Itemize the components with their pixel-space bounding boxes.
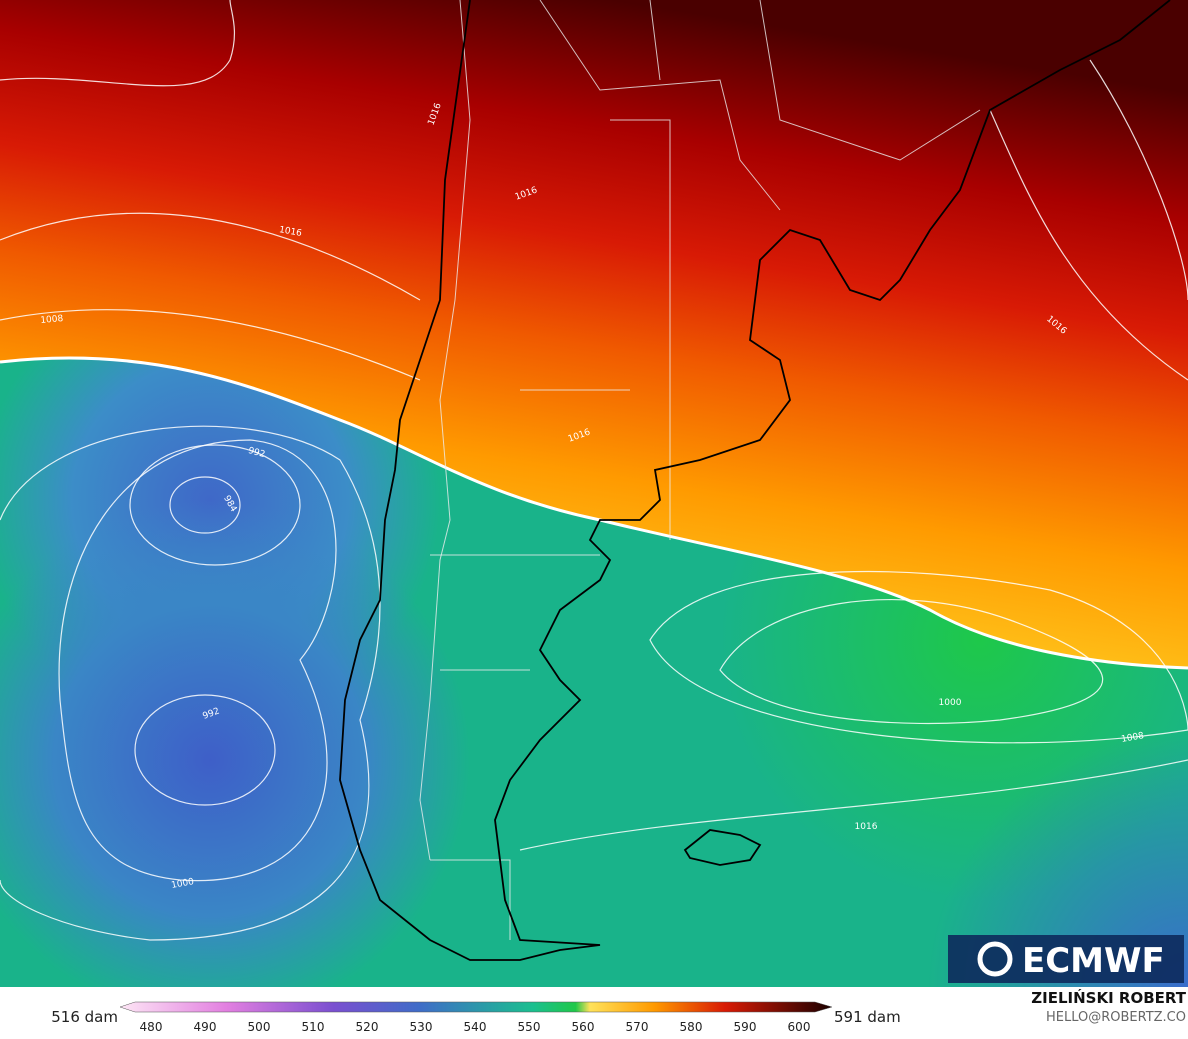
colorbar-tick-label: 550: [518, 1020, 541, 1034]
colorbar-max: 591 dam: [834, 1008, 901, 1026]
credit-author: ZIELIŃSKI ROBERT: [1031, 988, 1186, 1007]
logo-background: [948, 935, 1184, 983]
contour: [1089, 59, 1188, 301]
contour: [134, 694, 276, 806]
colorbar-ticks: 480 490 500 510 520 530 540 550 560 570 580 590 600: [140, 1020, 811, 1034]
contour: [519, 759, 1188, 851]
contour-label: 1008: [40, 314, 64, 326]
colorbar: [119, 1001, 833, 1013]
colorbar-tick-label: 570: [626, 1020, 649, 1034]
contour-label: 992: [247, 446, 266, 460]
colorbar-min: 516 dam: [51, 1008, 118, 1026]
colorbar-tick-label: 520: [356, 1020, 379, 1034]
contour: [0, 309, 421, 381]
contour: [58, 439, 337, 882]
contour: [169, 476, 241, 534]
contour-label: 1000: [171, 877, 196, 891]
colorbar-tick-label: 490: [194, 1020, 217, 1034]
border: [419, 0, 471, 861]
logo-box: ECMWF: [948, 935, 1184, 983]
borders: [419, 0, 981, 940]
colorbar-tick-label: 500: [248, 1020, 271, 1034]
colorbar-tick-label: 530: [410, 1020, 433, 1034]
islands: [683, 829, 762, 866]
colorbar-tick-label: 590: [734, 1020, 757, 1034]
contour: [0, 425, 381, 941]
contour: [989, 109, 1188, 381]
contour-label: 1000: [939, 698, 962, 708]
contour: [0, 0, 235, 87]
contour: [719, 599, 1104, 725]
border: [430, 119, 671, 940]
colorbar-tick-label: 480: [140, 1020, 163, 1034]
colorbar-tick-label: 560: [572, 1020, 595, 1034]
colorbar-tick-label: 510: [302, 1020, 325, 1034]
colorbar-tick-label: 580: [680, 1020, 703, 1034]
credit-contact: HELLO@ROBERTZ.CO: [1046, 1010, 1186, 1025]
colorbar-tick-label: 540: [464, 1020, 487, 1034]
logo-text: ECMWF: [1022, 941, 1165, 981]
colorbar-tick-label: 600: [788, 1020, 811, 1034]
field: [0, 0, 1188, 987]
contour-label: 1016: [855, 822, 878, 832]
coast: [339, 0, 1171, 961]
contour-label: 1016: [278, 225, 303, 239]
logo-icon: [977, 941, 1013, 977]
contours: [0, 0, 1188, 941]
contour: [649, 570, 1188, 744]
contour: [0, 212, 421, 301]
warm-field: [0, 0, 1188, 668]
coastline: [339, 0, 1171, 961]
border: [539, 0, 981, 211]
contour-label: 1008: [1121, 731, 1146, 745]
contour: [129, 444, 301, 566]
